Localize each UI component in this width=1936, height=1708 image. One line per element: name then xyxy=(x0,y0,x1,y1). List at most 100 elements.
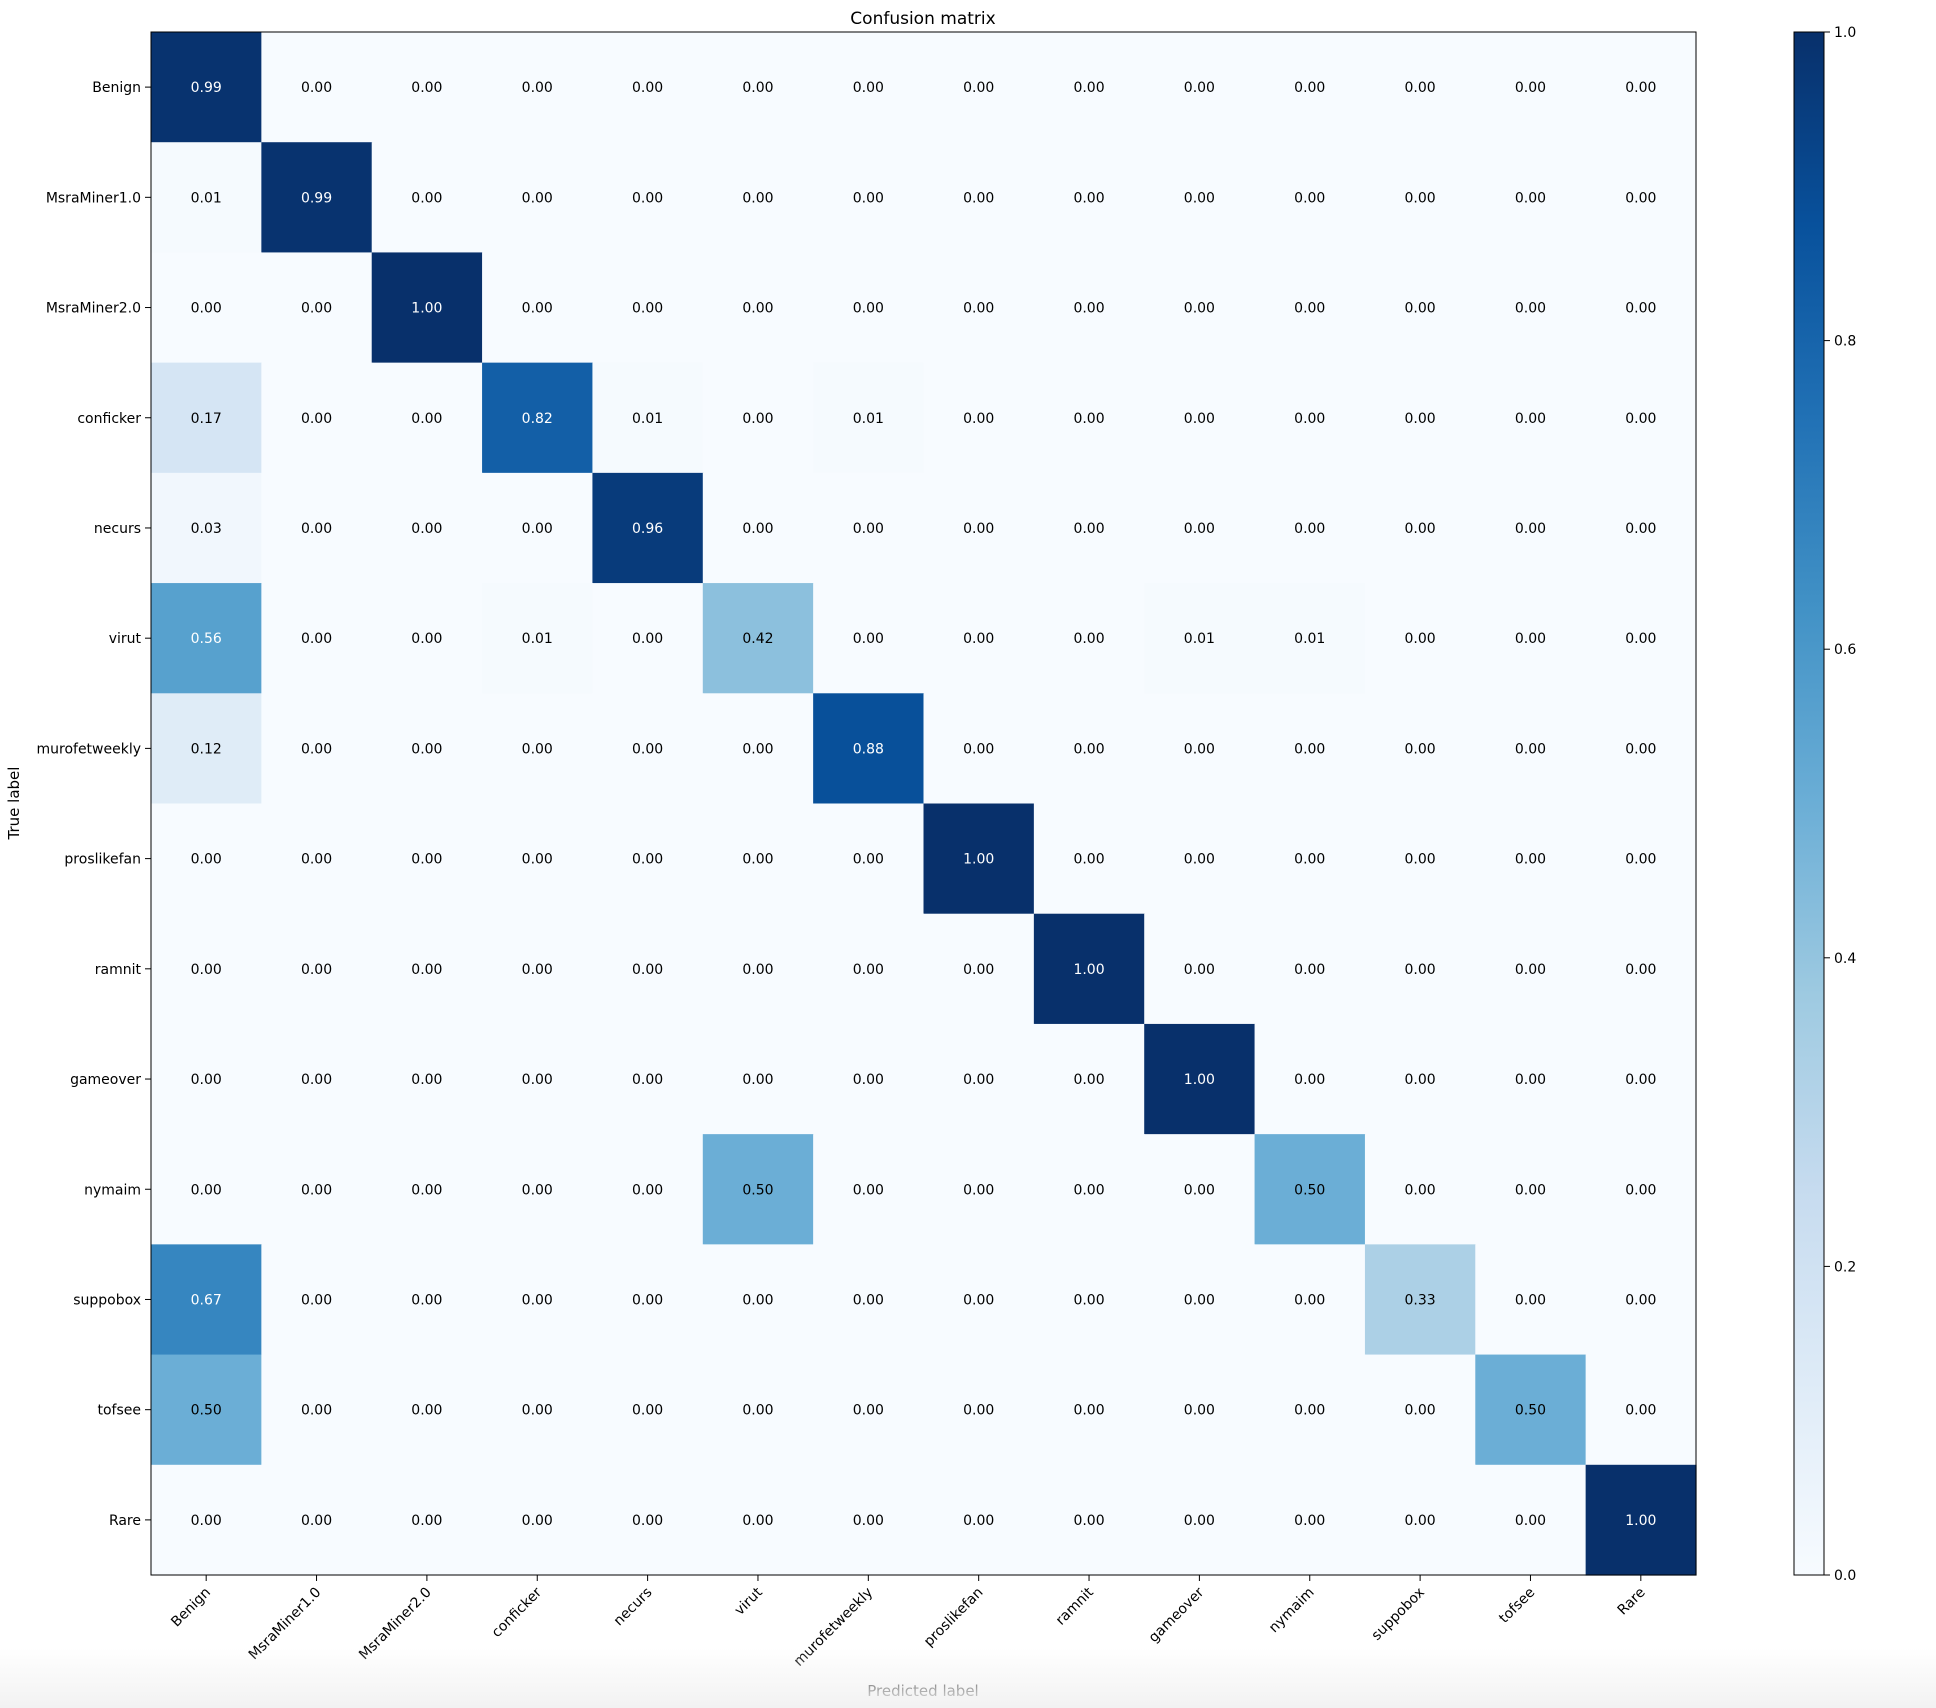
heatmap-cell xyxy=(592,1134,704,1245)
cell-value-label: 0.00 xyxy=(1073,411,1104,427)
x-tick-label: suppobox xyxy=(1369,1585,1428,1644)
cell-value-label: 0.00 xyxy=(742,80,773,96)
heatmap-cells xyxy=(151,32,1697,1576)
heatmap-cell xyxy=(482,1464,594,1576)
heatmap-cell xyxy=(482,1023,594,1135)
cell-value-label: 0.00 xyxy=(853,1182,884,1198)
cell-value-label: 0.00 xyxy=(853,1072,884,1088)
cell-value-label: 0.00 xyxy=(301,411,332,427)
cell-value-label: 0.00 xyxy=(522,1513,553,1529)
heatmap-cell xyxy=(702,252,814,364)
cell-value-label: 0.00 xyxy=(963,1182,994,1198)
heatmap-cell xyxy=(1254,472,1366,584)
cell-value-label: 0.00 xyxy=(1294,301,1325,317)
y-tick-label: suppobox xyxy=(73,1292,141,1308)
heatmap-cell xyxy=(1364,1244,1476,1356)
cell-value-label: 0.00 xyxy=(301,521,332,537)
x-tick-label: tofsee xyxy=(1496,1585,1538,1627)
heatmap-cell xyxy=(1585,1464,1697,1576)
heatmap-cell xyxy=(371,803,483,915)
cell-value-label: 0.00 xyxy=(1625,190,1656,206)
cell-value-label: 0.00 xyxy=(411,631,442,647)
cell-value-label: 0.00 xyxy=(1405,631,1436,647)
heatmap-cell xyxy=(1364,1023,1476,1135)
cell-value-label: 0.01 xyxy=(632,411,663,427)
y-tick-label: MsraMiner1.0 xyxy=(46,190,141,206)
heatmap-cell xyxy=(1144,583,1256,694)
heatmap-cell xyxy=(1364,32,1476,143)
x-tick-label: proslikefan xyxy=(921,1585,986,1650)
cell-value-label: 0.00 xyxy=(1184,411,1215,427)
cell-value-label: 0.00 xyxy=(1625,411,1656,427)
cell-value-label: 0.00 xyxy=(411,1403,442,1419)
cell-value-label: 0.00 xyxy=(1515,80,1546,96)
cell-value-label: 0.00 xyxy=(963,1292,994,1308)
heatmap-cell xyxy=(371,362,483,474)
heatmap-cell xyxy=(1585,362,1697,474)
heatmap-cell xyxy=(151,803,262,915)
heatmap-cell xyxy=(592,472,704,584)
heatmap-cell xyxy=(1475,803,1587,915)
heatmap-cell xyxy=(1585,1354,1697,1466)
cell-value-label: 0.00 xyxy=(1515,1513,1546,1529)
heatmap-cell xyxy=(592,803,704,915)
heatmap-cell xyxy=(482,32,594,143)
heatmap-cell xyxy=(1254,1134,1366,1245)
cell-value-label: 0.00 xyxy=(1625,301,1656,317)
heatmap-cell xyxy=(813,913,925,1025)
heatmap-cell xyxy=(1033,913,1145,1025)
heatmap-cell xyxy=(592,1244,704,1356)
heatmap-cell xyxy=(923,1023,1035,1135)
cell-value-label: 0.00 xyxy=(1515,1292,1546,1308)
cell-value-label: 1.00 xyxy=(1184,1072,1215,1088)
x-tick-label: conficker xyxy=(489,1584,545,1640)
heatmap-cell xyxy=(1144,803,1256,915)
y-tick-label: proslikefan xyxy=(64,852,141,868)
cell-value-label: 0.01 xyxy=(191,190,222,206)
heatmap-cell xyxy=(1585,32,1697,143)
heatmap-cell xyxy=(1254,693,1366,805)
cell-value-label: 0.00 xyxy=(522,521,553,537)
cell-value-label: 0.00 xyxy=(1515,411,1546,427)
cell-value-label: 0.67 xyxy=(191,1292,222,1308)
cell-value-label: 0.00 xyxy=(632,631,663,647)
cell-value-label: 0.00 xyxy=(191,1072,222,1088)
cell-value-label: 0.00 xyxy=(632,1072,663,1088)
heatmap-cell xyxy=(592,583,704,694)
heatmap-cell xyxy=(1254,362,1366,474)
cell-value-label: 0.00 xyxy=(1073,741,1104,757)
heatmap-cell xyxy=(1254,142,1366,254)
cell-value-label: 0.00 xyxy=(1625,80,1656,96)
cell-value-label: 0.00 xyxy=(1294,1513,1325,1529)
cell-value-label: 0.00 xyxy=(1515,190,1546,206)
colorbar-tick-label: 1.0 xyxy=(1834,25,1856,41)
heatmap-cell xyxy=(371,693,483,805)
cell-value-label: 0.00 xyxy=(1405,301,1436,317)
cell-value-label: 0.00 xyxy=(1294,962,1325,978)
heatmap-cell xyxy=(813,803,925,915)
heatmap-cell xyxy=(813,142,925,254)
heatmap-cell xyxy=(1475,1244,1587,1356)
heatmap-cell xyxy=(1364,693,1476,805)
cell-value-label: 0.33 xyxy=(1405,1292,1436,1308)
heatmap-cell xyxy=(592,362,704,474)
heatmap-cell xyxy=(1585,252,1697,364)
heatmap-cell xyxy=(1033,1023,1145,1135)
y-axis-label: True label xyxy=(5,767,23,841)
heatmap-cell xyxy=(1475,142,1587,254)
colorbar-tick-label: 0.0 xyxy=(1834,1568,1856,1584)
x-tick-label: Rare xyxy=(1615,1585,1649,1619)
cell-value-label: 0.00 xyxy=(1073,521,1104,537)
cell-value-label: 0.00 xyxy=(191,1182,222,1198)
heatmap-cell xyxy=(923,362,1035,474)
heatmap-cell xyxy=(261,362,373,474)
cell-value-label: 0.00 xyxy=(1073,1182,1104,1198)
cell-value-label: 0.00 xyxy=(1073,80,1104,96)
heatmap-cell xyxy=(1033,32,1145,143)
heatmap-cell xyxy=(702,32,814,143)
heatmap-cell xyxy=(1585,913,1697,1025)
heatmap-cell xyxy=(1585,1134,1697,1245)
heatmap-cell xyxy=(1475,1464,1587,1576)
heatmap-cell xyxy=(592,693,704,805)
heatmap-cell xyxy=(1033,1244,1145,1356)
